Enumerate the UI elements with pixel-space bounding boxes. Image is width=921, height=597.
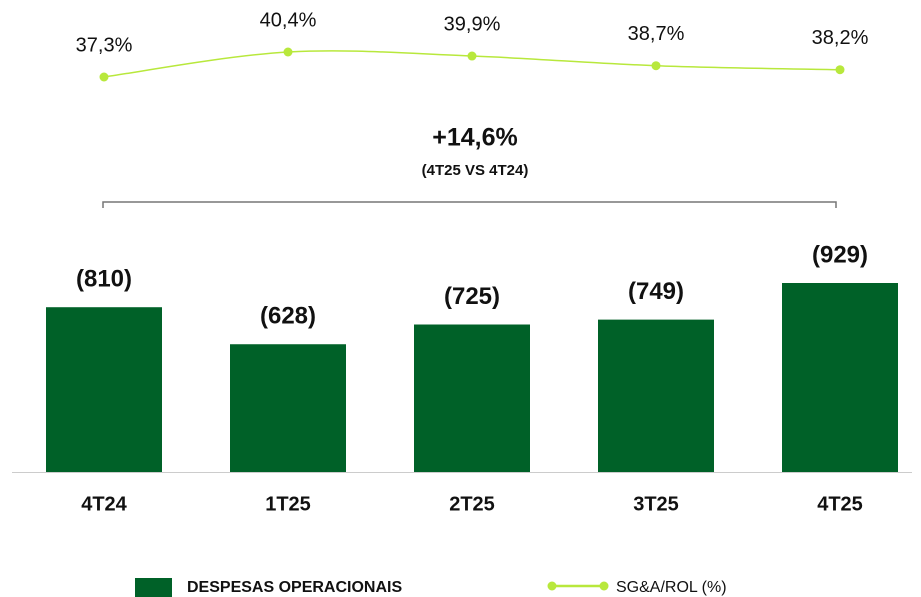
- x-tick-label: 2T25: [449, 493, 495, 515]
- legend-marker: [547, 581, 557, 591]
- line-value-label: 39,9%: [444, 13, 501, 35]
- line-point: [467, 51, 477, 61]
- line-value-label: 38,2%: [812, 27, 869, 49]
- bar-value-label: (628): [260, 303, 316, 330]
- x-tick-label: 4T24: [81, 493, 127, 515]
- legend-swatch: [135, 578, 172, 597]
- line-value-label: 37,3%: [76, 34, 133, 56]
- bar-value-label: (810): [76, 266, 132, 293]
- line-point: [283, 47, 293, 57]
- bar: [782, 283, 898, 472]
- bar-value-label: (929): [812, 241, 868, 268]
- line-point: [651, 61, 661, 71]
- bar: [46, 307, 162, 472]
- line-point: [835, 65, 845, 75]
- line-point: [99, 72, 109, 82]
- bar-value-label: (749): [628, 278, 684, 305]
- annotation: +14,6%: [432, 124, 518, 152]
- legend-label: SG&A/ROL (%): [616, 579, 727, 596]
- bar: [414, 324, 530, 472]
- legend-marker: [599, 581, 609, 591]
- bar: [230, 344, 346, 472]
- line-value-label: 38,7%: [628, 23, 685, 45]
- bracket: [102, 201, 837, 208]
- x-tick-label: 1T25: [265, 493, 311, 515]
- legend-label: DESPESAS OPERACIONAIS: [187, 579, 402, 596]
- annotation-subtext: (4T25 VS 4T24): [422, 162, 529, 179]
- x-tick-label: 3T25: [633, 493, 679, 515]
- bar-value-label: (725): [444, 283, 500, 310]
- x-tick-label: 4T25: [817, 493, 863, 515]
- line-value-label: 40,4%: [260, 9, 317, 31]
- bar: [598, 319, 714, 472]
